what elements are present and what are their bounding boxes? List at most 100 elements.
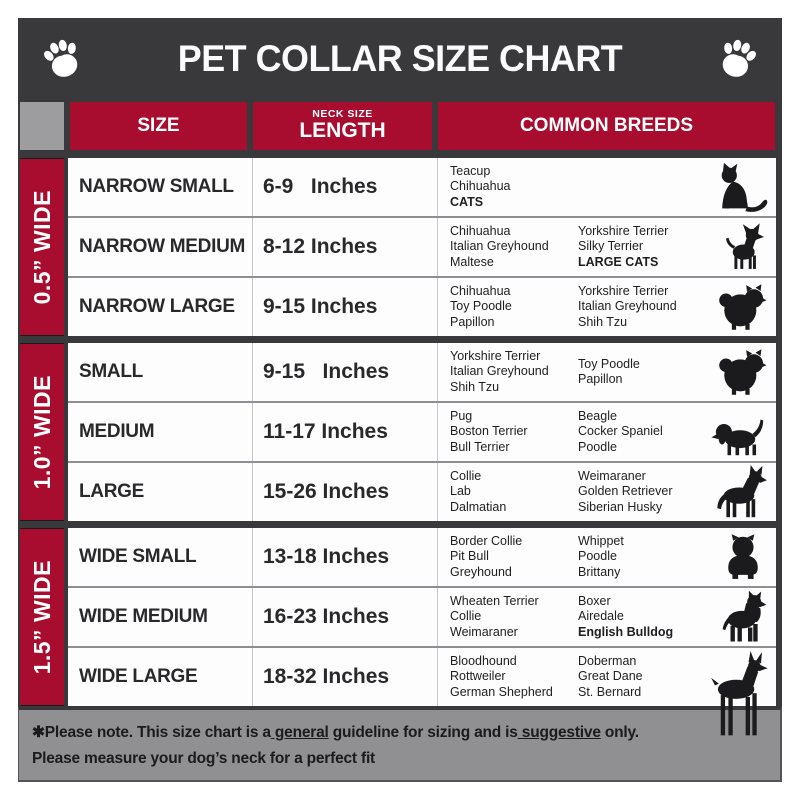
size-cell: NARROW LARGE — [68, 278, 253, 336]
breed-name: Rottweiler — [450, 669, 506, 684]
footnote-panel: ✱Please note. This size chart is a gener… — [18, 706, 782, 782]
beagle-icon — [711, 407, 769, 457]
paw-icon — [44, 39, 78, 77]
breed-name: Greyhound — [450, 564, 512, 579]
cat-icon — [711, 162, 769, 212]
breed-name: Wheaten Terrier — [450, 593, 539, 608]
breed-name: Cocker Spaniel — [578, 424, 663, 439]
table-row: WIDE SMALL 13-18 Inches Border Collie Pi… — [68, 528, 776, 586]
column-header-length: NECK SIZE LENGTH — [253, 102, 432, 150]
shepherd-dog-icon — [709, 465, 769, 519]
size-cell: NARROW SMALL — [68, 158, 253, 216]
length-cell: 15-26 Inches — [253, 463, 438, 521]
width-band: 0.5” WIDE — [20, 158, 64, 336]
breed-name: Shih Tzu — [578, 314, 628, 329]
breed-name: Shih Tzu — [450, 379, 500, 394]
column-header-breeds: COMMON BREEDS — [438, 102, 775, 150]
breed-name: Yorkshire Terrier — [450, 348, 541, 363]
length-cell: 16-23 Inches — [253, 588, 438, 646]
length-cell: 9-15 Inches — [253, 343, 438, 401]
table-row: NARROW MEDIUM 8-12 Inches Chihuahua Ital… — [68, 216, 776, 276]
breed-name: Poodle — [578, 439, 617, 454]
breed-name: Brittany — [578, 564, 621, 579]
divider — [18, 336, 782, 343]
footnote-text: guideline for sizing and is — [328, 724, 518, 741]
breeds-cell: Chihuahua Italian Greyhound Maltese York… — [438, 218, 776, 276]
neck-size-label: NECK SIZE — [312, 108, 373, 121]
size-cell: WIDE LARGE — [68, 648, 253, 706]
length-cell: 6-9 Inches — [253, 158, 438, 216]
breed-name: Doberman — [578, 653, 637, 668]
width-band: 1.5” WIDE — [20, 528, 64, 706]
breed-name: Teacup — [450, 163, 491, 178]
size-cell: WIDE SMALL — [68, 528, 253, 586]
chart-container: PET COLLAR SIZE CHART SIZE NECK SIZE LEN… — [18, 18, 782, 782]
breeds-cell: Border Collie Pit Bull Greyhound Whippet… — [438, 528, 776, 586]
breeds-cell: Bloodhound Rottweiler German Shepherd Do… — [438, 648, 776, 736]
width-band-label: 1.0” WIDE — [28, 374, 55, 490]
breed-name: Collie — [450, 468, 482, 483]
breed-name: German Shepherd — [450, 684, 553, 699]
breeds-cell: Yorkshire Terrier Italian Greyhound Shih… — [438, 343, 776, 401]
page-title: PET COLLAR SIZE CHART — [177, 38, 623, 79]
size-cell: NARROW MEDIUM — [68, 218, 253, 276]
chihuahua-icon — [715, 223, 769, 271]
breed-name: Pug — [450, 408, 473, 423]
breed-name: Siberian Husky — [578, 499, 663, 514]
breeds-cell: Pug Boston Terrier Bull Terrier Beagle C… — [438, 403, 776, 461]
breed-name: Chihuahua — [450, 179, 511, 194]
breed-name: Italian Greyhound — [578, 299, 677, 314]
breed-name: Chihuahua — [450, 283, 511, 298]
breed-name: Dalmatian — [450, 499, 507, 514]
breed-name: Bloodhound — [450, 653, 517, 668]
breed-name: Poodle — [578, 549, 617, 564]
table-row: MEDIUM 11-17 Inches Pug Boston Terrier B… — [68, 401, 776, 461]
breed-name: Papillon — [578, 372, 623, 386]
breed-name: Weimaraner — [578, 468, 646, 483]
table-row: LARGE 15-26 Inches Collie Lab Dalmatian … — [68, 461, 776, 521]
size-cell: SMALL — [68, 343, 253, 401]
table-row: NARROW SMALL 6-9 Inches Teacup Chihuahua… — [68, 158, 776, 216]
breed-name: Silky Terrier — [578, 239, 644, 254]
breed-name: Whippet — [578, 533, 624, 548]
table-row: WIDE LARGE 18-32 Inches Bloodhound Rottw… — [68, 646, 776, 736]
width-group-0-5: 0.5” WIDE NARROW SMALL 6-9 Inches Teacup… — [18, 158, 782, 336]
breed-name: Boston Terrier — [450, 424, 528, 439]
breed-name: LARGE CATS — [578, 254, 659, 269]
breed-name: English Bulldog — [578, 624, 674, 639]
breeds-cell: Collie Lab Dalmatian Weimaraner Golden R… — [438, 463, 776, 521]
breed-name: CATS — [450, 194, 484, 209]
breed-name: Lab — [450, 484, 471, 499]
breed-name: Toy Poodle — [578, 356, 640, 371]
pitbull-icon — [713, 590, 769, 644]
breeds-cell: Chihuahua Toy Poodle Papillon Yorkshire … — [438, 278, 776, 336]
breed-name: Bull Terrier — [450, 439, 510, 454]
width-group-1-0: 1.0” WIDE SMALL 9-15 Inches Yorkshire Te… — [18, 343, 782, 521]
breed-name: Airedale — [578, 609, 624, 624]
paw-icon — [722, 39, 756, 77]
footnote-text: ✱Please note. This size chart is a — [32, 724, 271, 741]
breed-name: Yorkshire Terrier — [578, 283, 669, 298]
breed-name: Toy Poodle — [450, 299, 512, 314]
breed-name: Italian Greyhound — [450, 364, 549, 379]
pomeranian-icon — [715, 347, 769, 397]
table-row: SMALL 9-15 Inches Yorkshire Terrier Ital… — [68, 343, 776, 401]
breed-name: Pit Bull — [450, 549, 489, 564]
width-band: 1.0” WIDE — [20, 343, 64, 521]
size-cell: WIDE MEDIUM — [68, 588, 253, 646]
breed-name: Weimaraner — [450, 624, 518, 639]
breeds-cell: Teacup Chihuahua CATS — [438, 158, 776, 216]
width-band-label: 0.5” WIDE — [28, 189, 55, 305]
width-group-1-5: 1.5” WIDE WIDE SMALL 13-18 Inches Border… — [18, 528, 782, 736]
table-row: NARROW LARGE 9-15 Inches Chihuahua Toy P… — [68, 276, 776, 336]
breed-name: Italian Greyhound — [450, 239, 549, 254]
footnote-line-1: ✱Please note. This size chart is a gener… — [32, 720, 780, 746]
table-row: WIDE MEDIUM 16-23 Inches Wheaten Terrier… — [68, 586, 776, 646]
breed-name: Boxer — [578, 593, 611, 608]
footnote-underlined-word: suggestive — [517, 724, 601, 741]
breed-name: Chihuahua — [450, 223, 511, 238]
breed-name: Border Collie — [450, 533, 523, 548]
breed-name: Papillon — [450, 314, 495, 329]
breed-name: St. Bernard — [578, 684, 642, 699]
